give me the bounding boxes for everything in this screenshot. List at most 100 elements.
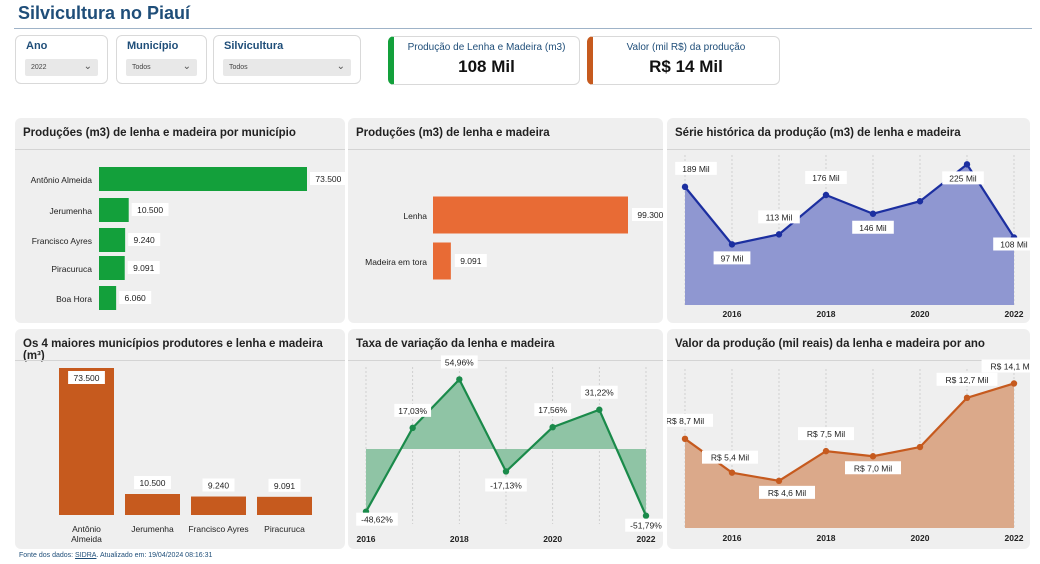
data-point [502,468,510,475]
bar-category-label: Jerumenha [131,524,174,534]
bar-value-label-bg [268,478,301,492]
bar-value-label: 73.500 [315,174,341,184]
bar-category-label: Francisco Ayres [188,524,248,534]
filter-ano-select[interactable]: 2022 ⌄ [25,59,98,76]
filter-silvicultura-value: Todos [229,64,248,71]
x-tick-label: 2016 [723,309,742,319]
bar-category-label: Antônio [72,524,101,534]
bar-category-label: Piracuruca [51,264,92,274]
bar-value-label-bg [127,261,160,274]
bar-value-label-bg [68,371,105,384]
data-point [916,198,924,205]
bar-value-label: 9.091 [133,263,155,273]
footer-updated: . Atualizado em: 19/04/2024 08:16:31 [96,552,213,559]
bar-value-label: 10.500 [137,205,163,215]
data-point [822,447,830,455]
data-label: R$ 14,1 Mil [991,361,1031,371]
panel-title: Produções (m3) de lenha e madeira por mu… [23,127,296,139]
bar-value-label-bg [202,478,235,492]
x-tick-label: 2018 [817,533,836,543]
data-label-bg [981,359,1030,373]
bar-category-label: Lenha [403,211,427,221]
data-label: 97 Mil [721,253,744,263]
panel-title: Valor da produção (mil reais) da lenha e… [675,338,985,350]
panel-separator [15,360,345,361]
chart-serie-historica: 189 Mil 97 Mil 113 Mil 176 Mil 146 Mil 225 Mi… [675,155,1030,319]
bar-value-label: 9.091 [274,481,296,491]
page-title: Silvicultura no Piauí [18,3,191,23]
bar [99,286,117,310]
filter-municipio-label: Município [127,40,179,52]
data-label: R$ 5,4 Mil [711,453,749,463]
data-label-bg [758,210,800,224]
panel-separator [348,360,663,361]
filter-silvicultura: Silvicultura Todos ⌄ [213,35,361,84]
data-point [869,453,877,460]
filter-municipio: Município Todos ⌄ [116,35,207,84]
panel-title: Série histórica da produção (m3) de lenh… [675,127,961,139]
footer-source-label: Fonte dos dados: [19,552,74,559]
data-label-bg [440,355,478,369]
x-tick-label: 2020 [911,309,930,319]
bar-category-label: Boa Hora [56,294,92,304]
bar-value-label: 73.500 [74,373,100,383]
filter-municipio-select[interactable]: Todos ⌄ [126,59,197,76]
bar-value-label: 99.300 [637,210,663,220]
filter-municipio-value: Todos [132,64,151,71]
panel-producao-municipio: Produções (m3) de lenha e madeira por mu… [15,118,345,323]
bar [99,198,129,222]
data-point [869,210,877,217]
x-tick-label: 2020 [543,534,562,544]
data-label-bg [702,450,758,464]
x-tick-label: 2022 [1005,309,1024,319]
chevron-down-icon: ⌄ [182,61,191,72]
data-label-bg [534,403,572,417]
footer-source-link[interactable]: SIDRA [75,552,97,559]
data-label-bg [759,485,815,499]
filter-ano-label: Ano [26,40,48,52]
kpi-valor-label: Valor (mil R$) da produção [626,42,746,53]
chevron-down-icon: ⌄ [83,61,92,72]
data-label-bg [394,403,432,417]
panel-valor-producao: Valor da produção (mil reais) da lenha e… [667,329,1030,549]
data-point [963,161,971,168]
bar [99,228,126,252]
bar-value-label-bg [119,291,152,304]
panel-title: Taxa de variação da lenha e madeira [356,338,555,350]
data-label: -17,13% [490,480,522,490]
kpi-producao: Produção de Lenha e Madeira (m3) 108 Mil [388,36,580,85]
filter-silvicultura-select[interactable]: Todos ⌄ [223,59,351,76]
data-label: -48,62% [361,515,393,525]
data-point [549,423,556,431]
data-label: 176 Mil [812,173,840,183]
data-point [916,443,924,451]
data-label: 17,56% [538,405,567,415]
x-tick-label: 2016 [723,533,742,543]
bar-value-label-bg [131,203,169,216]
footer: Fonte dos dados: SIDRA. Atualizado em: 1… [19,552,212,559]
x-tick-label: 2020 [911,533,930,543]
data-label: 146 Mil [859,223,887,233]
data-label-bg [580,385,618,399]
bar-value-label: 9.240 [208,481,230,491]
data-label: R$ 12,7 Mil [946,375,989,385]
data-point [963,394,971,402]
area-fill [366,379,646,516]
panel-title: Os 4 maiores municípios produtores e len… [23,338,323,362]
data-point [681,435,689,443]
x-tick-label: 2022 [1005,533,1024,543]
data-label-bg [845,461,901,475]
data-label: -51,79% [630,521,662,531]
data-label: R$ 7,0 Mil [854,463,892,473]
panel-taxa-variacao: Taxa de variação da lenha e madeira -48,… [348,329,663,549]
bar [433,242,451,280]
panel-separator [15,149,345,150]
filter-silvicultura-label: Silvicultura [224,40,284,52]
series-line [684,382,1015,483]
kpi-producao-label: Produção de Lenha e Madeira (m3) [407,42,566,53]
panel-separator [667,149,1030,150]
chart-valor-producao: R$ 8,7 Mil R$ 5,4 Mil R$ 4,6 Mil R$ 7,5 Mil… [667,359,1031,543]
bar-category-label: Jerumenha [49,206,92,216]
data-label-bg [993,237,1030,251]
